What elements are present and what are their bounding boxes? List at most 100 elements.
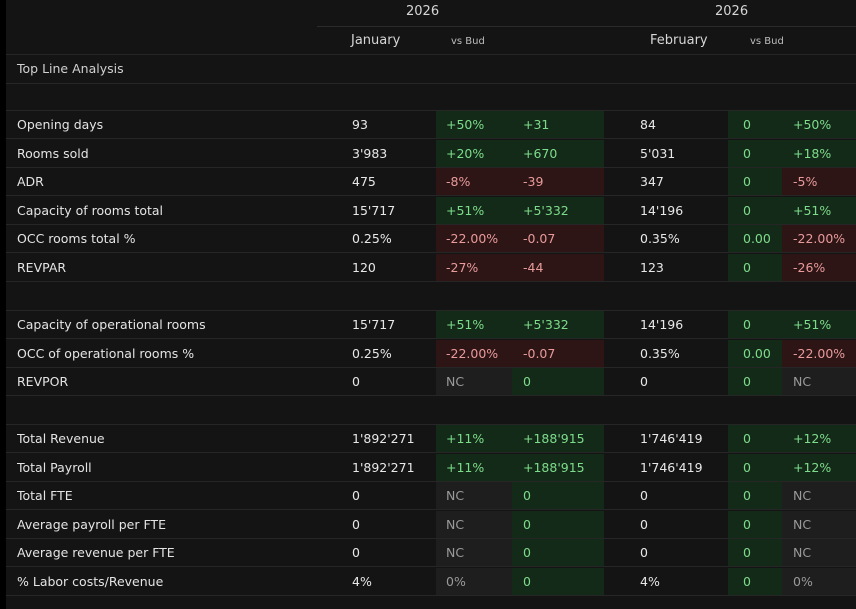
cell-jan-abs: -0.07 xyxy=(512,225,604,253)
cell-feb: 1'746'419 xyxy=(640,431,703,446)
cell-feb-abs: 0.00 xyxy=(728,339,782,367)
cell-jan-pct: +51% xyxy=(436,196,512,224)
cell-jan-pct: NC xyxy=(436,539,512,567)
table-row[interactable]: Opening days 93 +50% +31 84 0 +50% xyxy=(6,111,856,139)
cell-jan-pct: 0% xyxy=(436,568,512,595)
table-row[interactable]: Average revenue per FTE 0 NC 0 0 0 NC xyxy=(6,539,856,568)
cell-jan: 120 xyxy=(352,260,376,275)
cell-jan: 0 xyxy=(352,545,360,561)
row-label: Rooms sold xyxy=(17,145,89,161)
cell-jan-pct: -22.00% xyxy=(436,339,512,367)
cell-jan-abs: +5'332 xyxy=(512,311,604,338)
cell-feb: 0 xyxy=(640,488,648,504)
cell-feb-pct: -22.00% xyxy=(782,225,856,253)
row-label: OCC rooms total % xyxy=(17,231,136,247)
cell-feb-pct: -5% xyxy=(782,168,856,196)
table-row[interactable]: Average payroll per FTE 0 NC 0 0 0 NC xyxy=(6,510,856,539)
section-divider-top xyxy=(6,54,856,55)
group-spacer xyxy=(6,283,856,311)
cell-feb-abs: 0.00 xyxy=(728,225,782,253)
table-row[interactable]: Total FTE 0 NC 0 0 0 NC xyxy=(6,482,856,511)
cell-feb: 4% xyxy=(640,574,660,589)
cell-jan-abs: 0 xyxy=(512,568,604,595)
cell-jan: 4% xyxy=(352,574,372,589)
table-row[interactable]: OCC rooms total % 0.25% -22.00% -0.07 0.35% 0… xyxy=(6,225,856,254)
report-panel xyxy=(6,0,856,609)
cell-jan: 15'717 xyxy=(352,317,396,332)
vs-budget-label-february: vs Bud xyxy=(750,36,784,47)
table-row[interactable]: OCC of operational rooms % 0.25% -22.00% -0… xyxy=(6,339,856,368)
table-row[interactable]: REVPOR 0 NC 0 0 0 NC xyxy=(6,368,856,397)
cell-feb-abs: 0 xyxy=(728,111,782,138)
cell-jan: 0 xyxy=(352,374,360,390)
cell-jan: 3'983 xyxy=(352,145,388,161)
cell-feb-pct: NC xyxy=(782,482,856,510)
cell-feb-abs: 0 xyxy=(728,453,782,481)
cell-jan-abs: +31 xyxy=(512,111,604,138)
cell-feb-abs: 0 xyxy=(728,425,782,452)
cell-jan-pct: +50% xyxy=(436,111,512,138)
cell-feb-pct: +51% xyxy=(782,196,856,224)
cell-jan-pct: +51% xyxy=(436,311,512,338)
cell-feb-abs: 0 xyxy=(728,196,782,224)
cell-jan: 15'717 xyxy=(352,202,396,218)
cell-jan: 0 xyxy=(352,488,360,504)
table-row[interactable]: Total Payroll 1'892'271 +11% +188'915 1'746'… xyxy=(6,453,856,482)
table-row[interactable]: Capacity of rooms total 15'717 +51% +5'332 1… xyxy=(6,196,856,225)
cell-jan-abs: 0 xyxy=(512,510,604,538)
group-spacer xyxy=(6,397,856,425)
cell-feb: 14'196 xyxy=(640,317,684,332)
vs-budget-label-january: vs Bud xyxy=(451,36,485,47)
table-row[interactable]: ADR 475 -8% -39 347 0 -5% xyxy=(6,168,856,197)
row-label: REVPAR xyxy=(17,260,67,275)
cell-jan-abs: -44 xyxy=(512,254,604,281)
cell-feb-pct: NC xyxy=(782,510,856,538)
cell-feb: 0.35% xyxy=(640,231,680,247)
cell-feb-pct: NC xyxy=(782,368,856,396)
cell-jan-pct: -8% xyxy=(436,168,512,196)
row-label: % Labor costs/Revenue xyxy=(17,574,164,589)
cell-jan: 0.25% xyxy=(352,231,392,247)
cell-jan-abs: 0 xyxy=(512,368,604,396)
cell-jan-pct: +11% xyxy=(436,425,512,452)
row-label: Total Revenue xyxy=(17,431,105,446)
cell-jan-abs: -39 xyxy=(512,168,604,196)
cell-jan-pct: -27% xyxy=(436,254,512,281)
cell-jan-abs: +5'332 xyxy=(512,196,604,224)
cell-jan-abs: -0.07 xyxy=(512,339,604,367)
cell-jan-abs: +188'915 xyxy=(512,425,604,452)
month-header-january: January xyxy=(351,33,401,48)
row-label: Total FTE xyxy=(17,488,73,504)
cell-jan-pct: -22.00% xyxy=(436,225,512,253)
row-label: REVPOR xyxy=(17,374,69,390)
cell-feb-abs: 0 xyxy=(728,311,782,338)
table-row[interactable]: % Labor costs/Revenue 4% 0% 0 4% 0 0% xyxy=(6,568,856,596)
table-row[interactable]: Rooms sold 3'983 +20% +670 5'031 0 +18% xyxy=(6,139,856,168)
table-row[interactable]: Total Revenue 1'892'271 +11% +188'915 1'746'… xyxy=(6,425,856,453)
table-row[interactable]: Capacity of operational rooms 15'717 +51% +… xyxy=(6,311,856,339)
cell-feb: 0.35% xyxy=(640,345,680,361)
cell-jan: 1'892'271 xyxy=(352,431,415,446)
cell-feb: 0 xyxy=(640,516,648,532)
row-label: Average revenue per FTE xyxy=(17,545,175,561)
group-spacer xyxy=(6,84,856,111)
table-row[interactable]: REVPAR 120 -27% -44 123 0 -26% xyxy=(6,254,856,282)
cell-feb-pct: 0% xyxy=(782,568,856,595)
cell-feb-pct: NC xyxy=(782,539,856,567)
row-label: OCC of operational rooms % xyxy=(17,345,195,361)
cell-feb-pct: -26% xyxy=(782,254,856,281)
cell-feb-abs: 0 xyxy=(728,510,782,538)
row-label: Capacity of operational rooms xyxy=(17,317,206,332)
cell-feb-abs: 0 xyxy=(728,368,782,396)
cell-jan: 93 xyxy=(352,117,368,132)
row-label: Average payroll per FTE xyxy=(17,516,166,532)
cell-jan: 475 xyxy=(352,174,376,190)
cell-feb-pct: +18% xyxy=(782,139,856,167)
cell-feb: 0 xyxy=(640,545,648,561)
cell-feb: 1'746'419 xyxy=(640,459,703,475)
cell-feb-abs: 0 xyxy=(728,254,782,281)
section-title: Top Line Analysis xyxy=(17,61,124,76)
cell-feb: 5'031 xyxy=(640,145,676,161)
cell-jan: 0.25% xyxy=(352,345,392,361)
row-label: ADR xyxy=(17,174,44,190)
